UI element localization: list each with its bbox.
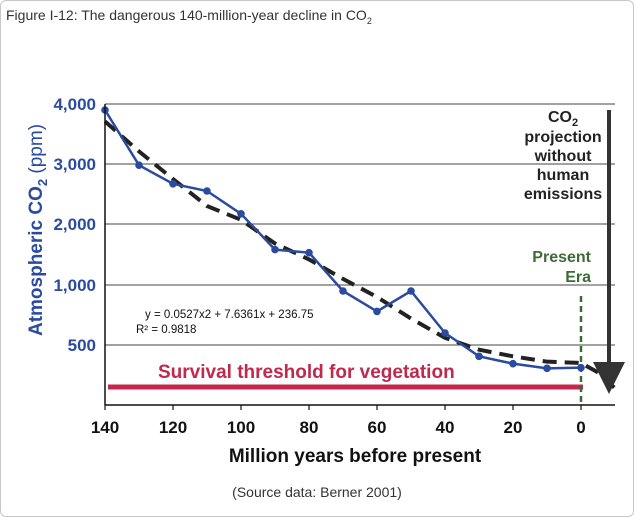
y-tick-label: 500: [68, 336, 96, 355]
data-point: [577, 363, 585, 372]
y-axis-title-unit: (ppm): [26, 124, 47, 179]
data-point: [271, 245, 279, 254]
x-tick-label: 60: [368, 418, 387, 437]
trendline-equation: y = 0.0527x2 + 7.6361x + 236.75: [145, 309, 314, 321]
present-era-group: Present Era: [532, 249, 592, 405]
projection-label-line2: projection: [524, 129, 601, 146]
data-point: [441, 329, 449, 337]
x-tick-label: 40: [436, 418, 455, 437]
present-era-label-line1: Present: [532, 249, 591, 266]
data-point: [475, 352, 483, 361]
axes-group: 140 120 100 80 60 40 20 0 500 1,000 2,000 3,000 4,00…: [53, 95, 615, 437]
data-point: [237, 210, 245, 218]
y-tick-label: 4,000: [53, 95, 96, 114]
source-note: (Source data: Berner 2001): [232, 484, 402, 500]
figure-title-subscript: 2: [366, 15, 372, 26]
data-point: [203, 187, 211, 195]
data-point: [339, 287, 347, 295]
x-tick-label: 20: [504, 418, 523, 437]
projection-label-line5: emissions: [524, 186, 602, 203]
x-axis-title: Million years before present: [229, 446, 482, 467]
y-tick-label: 3,000: [53, 155, 96, 174]
y-tick-label: 2,000: [53, 215, 96, 234]
y-tick-label: 1,000: [53, 276, 96, 295]
trendline-r2: R² = 0.9818: [136, 324, 196, 336]
y-axis-title-main: Atmospheric CO: [26, 186, 47, 336]
threshold-group: Survival threshold for vegetation: [108, 362, 583, 390]
x-tick-label: 100: [227, 418, 255, 437]
data-point: [509, 359, 517, 368]
y-axis-title: Atmospheric CO2 (ppm): [26, 124, 50, 336]
gridlines: [105, 103, 615, 346]
present-era-label-line2: Era: [565, 269, 591, 286]
threshold-label: Survival threshold for vegetation: [158, 362, 455, 383]
trendline: [103, 119, 617, 390]
projection-co: CO: [548, 109, 572, 126]
data-point: [135, 161, 143, 169]
data-point: [305, 248, 313, 257]
data-point: [373, 307, 381, 316]
data-point: [169, 180, 177, 188]
projection-co-subscript: 2: [572, 117, 578, 129]
figure-title: Figure I-12: The dangerous 140-million-y…: [6, 7, 372, 26]
trendline-group: y = 0.0527x2 + 7.6361x + 236.75 R² = 0.98…: [103, 119, 617, 390]
x-tick-label: 0: [576, 418, 585, 437]
y-axis-title-subscript: 2: [35, 179, 50, 186]
figure-title-text: Figure I-12: The dangerous 140-million-y…: [6, 7, 367, 23]
data-point: [543, 364, 551, 373]
projection-label-line1: CO2: [548, 109, 578, 129]
labels-group: Million years before present Atmospheric …: [26, 109, 625, 467]
projection-label-line3: without: [534, 148, 593, 165]
projection-label-line4: human: [537, 167, 589, 184]
x-tick-label: 140: [91, 418, 119, 437]
data-point: [407, 287, 415, 295]
x-tick-label: 120: [159, 418, 187, 437]
x-tick-label: 80: [300, 418, 319, 437]
